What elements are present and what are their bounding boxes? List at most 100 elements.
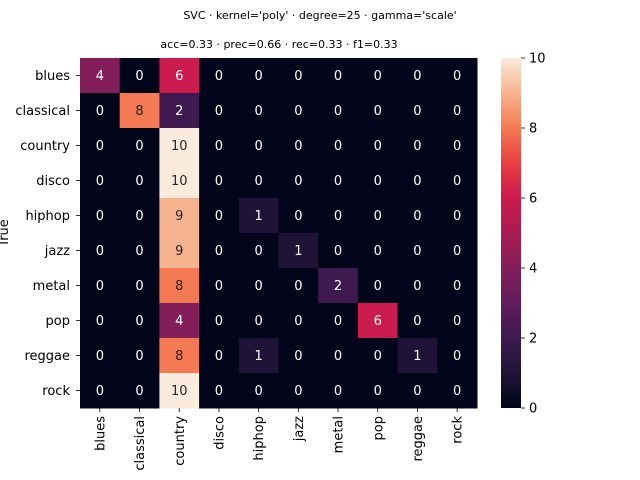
- colorbar-tick-label: 4: [529, 262, 537, 277]
- heatmap-cell: [80, 268, 121, 304]
- chart-subtitle: acc=0.33 · prec=0.66 · rec=0.33 · f1=0.3…: [160, 38, 397, 51]
- cell-value-label: 0: [294, 104, 302, 119]
- heatmap-cell: [119, 338, 160, 374]
- heatmap-cell: [357, 233, 399, 269]
- cell-value-label: 0: [135, 209, 143, 224]
- heatmap-cell: [119, 268, 160, 304]
- cell-value-label: 0: [255, 314, 263, 329]
- y-tick-label: pop: [46, 314, 70, 329]
- heatmap-cell: [80, 303, 121, 339]
- heatmap-cell: [437, 128, 478, 164]
- cell-value-label: 0: [215, 244, 223, 259]
- heatmap-cell: [397, 198, 438, 234]
- heatmap-cell: [357, 303, 399, 339]
- cell-value-label: 0: [215, 314, 223, 329]
- heatmap-cell: [199, 198, 240, 234]
- x-tick-label: reggae: [411, 416, 426, 462]
- cell-value-label: 0: [453, 174, 461, 189]
- y-tick-label: country: [20, 139, 70, 154]
- cell-value-label: 0: [413, 279, 421, 294]
- cell-value-label: 0: [334, 384, 342, 399]
- heatmap-cell: [278, 198, 319, 234]
- y-axis: blues classical country disco hiphop jazz meta…: [15, 69, 80, 399]
- heatmap-cell: [159, 338, 200, 374]
- heatmap-cell: [437, 268, 478, 304]
- cell-value-label: 0: [453, 104, 461, 119]
- cell-value-label: 0: [96, 279, 104, 294]
- cell-value-label: 8: [175, 349, 183, 364]
- x-tick-label: country: [173, 416, 188, 466]
- cell-value-label: 0: [96, 139, 104, 154]
- heatmap-cell: [437, 93, 478, 129]
- cell-value-label: 0: [453, 244, 461, 259]
- heatmap-cell: [238, 233, 279, 269]
- heatmap-cell: [278, 58, 319, 94]
- cell-value-label: 0: [374, 349, 382, 364]
- heatmap-cell: [159, 93, 200, 129]
- colorbar-tick-label: 2: [529, 332, 537, 347]
- heatmap-cell: [357, 128, 399, 164]
- cell-value-label: 0: [294, 349, 302, 364]
- cell-value-label: 1: [294, 244, 302, 259]
- cell-value-label: 0: [374, 174, 382, 189]
- cell-value-label: 0: [453, 314, 461, 329]
- heatmap-cell: [318, 373, 359, 409]
- x-tick-label: jazz: [292, 416, 307, 442]
- heatmap-cell: [397, 93, 438, 129]
- heatmap-cell: [437, 338, 478, 374]
- cell-value-label: 0: [294, 174, 302, 189]
- cell-value-label: 0: [294, 384, 302, 399]
- cell-value-label: 0: [413, 244, 421, 259]
- cell-value-label: 0: [215, 349, 223, 364]
- cell-value-label: 0: [135, 384, 143, 399]
- heatmap-cell: [119, 93, 160, 129]
- cell-value-label: 2: [175, 104, 183, 119]
- cell-value-label: 0: [96, 314, 104, 329]
- heatmap-cell: [80, 373, 121, 409]
- heatmap-cell: [278, 268, 319, 304]
- colorbar-tick-label: 0: [529, 402, 537, 417]
- x-tick-label: hiphop: [252, 416, 267, 461]
- cell-value-label: 0: [255, 279, 263, 294]
- heatmap-cell: [238, 198, 279, 234]
- cell-value-label: 4: [96, 69, 104, 84]
- cell-value-label: 2: [334, 279, 342, 294]
- heatmap-cell: [199, 303, 240, 339]
- y-tick-label: blues: [35, 69, 70, 84]
- heatmap-cell: [199, 58, 240, 94]
- y-tick-label: metal: [33, 279, 70, 294]
- x-tick-label: disco: [212, 416, 227, 450]
- heatmap-cell: [437, 163, 478, 199]
- heatmap-cell: [80, 163, 121, 199]
- cell-value-label: 0: [413, 104, 421, 119]
- colorbar-tick-label: 6: [529, 192, 537, 207]
- heatmap-cell: [278, 163, 319, 199]
- heatmap-cell: [119, 58, 160, 94]
- colorbar-tick-label: 8: [529, 122, 537, 137]
- heatmap-cell: [159, 303, 200, 339]
- heatmap-cell: [159, 268, 200, 304]
- cell-value-label: 0: [215, 104, 223, 119]
- y-tick-label: classical: [15, 104, 70, 119]
- cell-value-label: 0: [135, 69, 143, 84]
- heatmap-cell: [159, 198, 200, 234]
- cell-value-label: 0: [135, 279, 143, 294]
- cell-value-label: 0: [453, 209, 461, 224]
- colorbar: [501, 58, 521, 408]
- heatmap-cell: [397, 268, 438, 304]
- heatmap-cell: [238, 58, 279, 94]
- cell-value-label: 0: [215, 279, 223, 294]
- cell-value-label: 0: [294, 279, 302, 294]
- cell-value-label: 9: [175, 244, 183, 259]
- heatmap-cell: [397, 128, 438, 164]
- cell-value-label: 0: [413, 384, 421, 399]
- x-tick-label: pop: [371, 416, 386, 440]
- heatmap-cell: [318, 93, 359, 129]
- cell-value-label: 6: [175, 69, 183, 84]
- cell-value-label: 0: [96, 104, 104, 119]
- cell-value-label: 0: [334, 349, 342, 364]
- cell-value-label: 0: [96, 209, 104, 224]
- heatmap-cell: [199, 233, 240, 269]
- heatmap-cell: [318, 233, 359, 269]
- heatmap-cell: [119, 233, 160, 269]
